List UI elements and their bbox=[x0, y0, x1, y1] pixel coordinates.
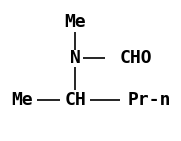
Text: N: N bbox=[70, 49, 80, 67]
Text: CH: CH bbox=[64, 91, 86, 109]
Text: Me: Me bbox=[64, 13, 86, 31]
Text: Pr-n: Pr-n bbox=[128, 91, 172, 109]
Text: Me: Me bbox=[11, 91, 33, 109]
Text: CHO: CHO bbox=[120, 49, 153, 67]
